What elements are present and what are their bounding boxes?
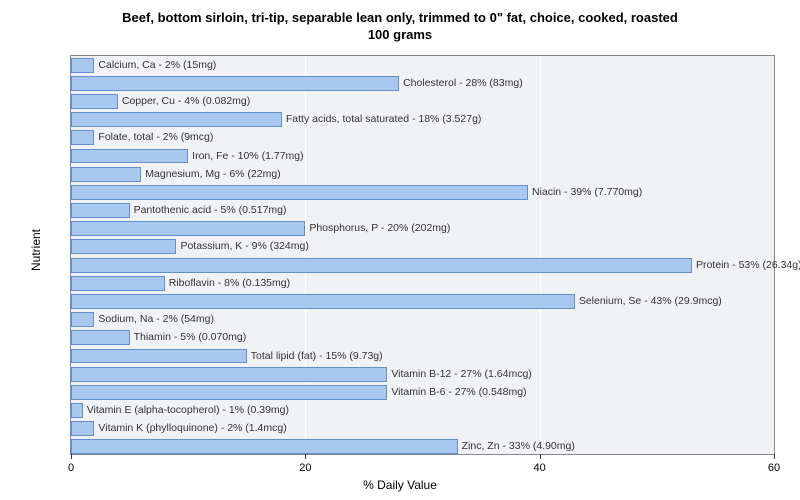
nutrient-bar-label: Niacin - 39% (7.770mg) — [528, 185, 642, 200]
nutrient-bar-label: Vitamin E (alpha-tocopherol) - 1% (0.39m… — [83, 403, 289, 418]
gridline — [540, 56, 541, 454]
title-line-1: Beef, bottom sirloin, tri-tip, separable… — [122, 10, 678, 25]
y-axis-label: Nutrient — [29, 229, 43, 271]
nutrient-bar — [71, 112, 282, 127]
nutrient-bar-label: Cholesterol - 28% (83mg) — [399, 76, 523, 91]
nutrient-bar — [71, 76, 399, 91]
x-tick — [774, 454, 775, 459]
nutrient-bar-label: Vitamin K (phylloquinone) - 2% (1.4mcg) — [94, 421, 286, 436]
nutrient-bar — [71, 367, 387, 382]
nutrient-bar — [71, 439, 458, 454]
x-tick-label: 20 — [299, 462, 311, 474]
nutrient-bar — [71, 385, 387, 400]
x-tick — [540, 454, 541, 459]
nutrient-bar — [71, 58, 94, 73]
nutrient-bar-label: Calcium, Ca - 2% (15mg) — [94, 58, 216, 73]
x-tick — [305, 454, 306, 459]
nutrient-bar-label: Folate, total - 2% (9mcg) — [94, 130, 213, 145]
nutrient-bar — [71, 203, 130, 218]
nutrient-bar — [71, 276, 165, 291]
nutrient-bar-label: Copper, Cu - 4% (0.082mg) — [118, 94, 250, 109]
nutrient-bar — [71, 239, 176, 254]
nutrient-bar-label: Pantothenic acid - 5% (0.517mg) — [130, 203, 287, 218]
nutrient-bar-label: Thiamin - 5% (0.070mg) — [130, 330, 247, 345]
nutrient-bar-label: Iron, Fe - 10% (1.77mg) — [188, 149, 303, 164]
nutrient-chart: Beef, bottom sirloin, tri-tip, separable… — [0, 0, 800, 500]
nutrient-bar — [71, 167, 141, 182]
nutrient-bar-label: Fatty acids, total saturated - 18% (3.52… — [282, 112, 482, 127]
nutrient-bar-label: Protein - 53% (26.34g) — [692, 258, 800, 273]
nutrient-bar — [71, 94, 118, 109]
nutrient-bar-label: Magnesium, Mg - 6% (22mg) — [141, 167, 280, 182]
chart-title: Beef, bottom sirloin, tri-tip, separable… — [0, 0, 800, 44]
nutrient-bar-label: Phosphorus, P - 20% (202mg) — [305, 221, 450, 236]
nutrient-bar — [71, 403, 83, 418]
nutrient-bar-label: Sodium, Na - 2% (54mg) — [94, 312, 214, 327]
nutrient-bar — [71, 330, 130, 345]
x-tick-label: 60 — [768, 462, 780, 474]
nutrient-bar — [71, 349, 247, 364]
x-tick-label: 0 — [68, 462, 74, 474]
x-tick-label: 40 — [534, 462, 546, 474]
nutrient-bar — [71, 221, 305, 236]
title-line-2: 100 grams — [368, 27, 432, 42]
nutrient-bar — [71, 185, 528, 200]
nutrient-bar-label: Potassium, K - 9% (324mg) — [176, 239, 308, 254]
nutrient-bar — [71, 258, 692, 273]
nutrient-bar-label: Vitamin B-12 - 27% (1.64mcg) — [387, 367, 531, 382]
nutrient-bar-label: Zinc, Zn - 33% (4.90mg) — [458, 439, 575, 454]
plot-area: 0204060Calcium, Ca - 2% (15mg)Cholestero… — [70, 55, 775, 455]
nutrient-bar-label: Total lipid (fat) - 15% (9.73g) — [247, 349, 383, 364]
nutrient-bar — [71, 130, 94, 145]
nutrient-bar-label: Selenium, Se - 43% (29.9mcg) — [575, 294, 722, 309]
nutrient-bar — [71, 149, 188, 164]
nutrient-bar-label: Vitamin B-6 - 27% (0.548mg) — [387, 385, 526, 400]
nutrient-bar — [71, 294, 575, 309]
x-axis-label: % Daily Value — [0, 478, 800, 492]
nutrient-bar — [71, 421, 94, 436]
x-tick — [71, 454, 72, 459]
nutrient-bar — [71, 312, 94, 327]
nutrient-bar-label: Riboflavin - 8% (0.135mg) — [165, 276, 290, 291]
